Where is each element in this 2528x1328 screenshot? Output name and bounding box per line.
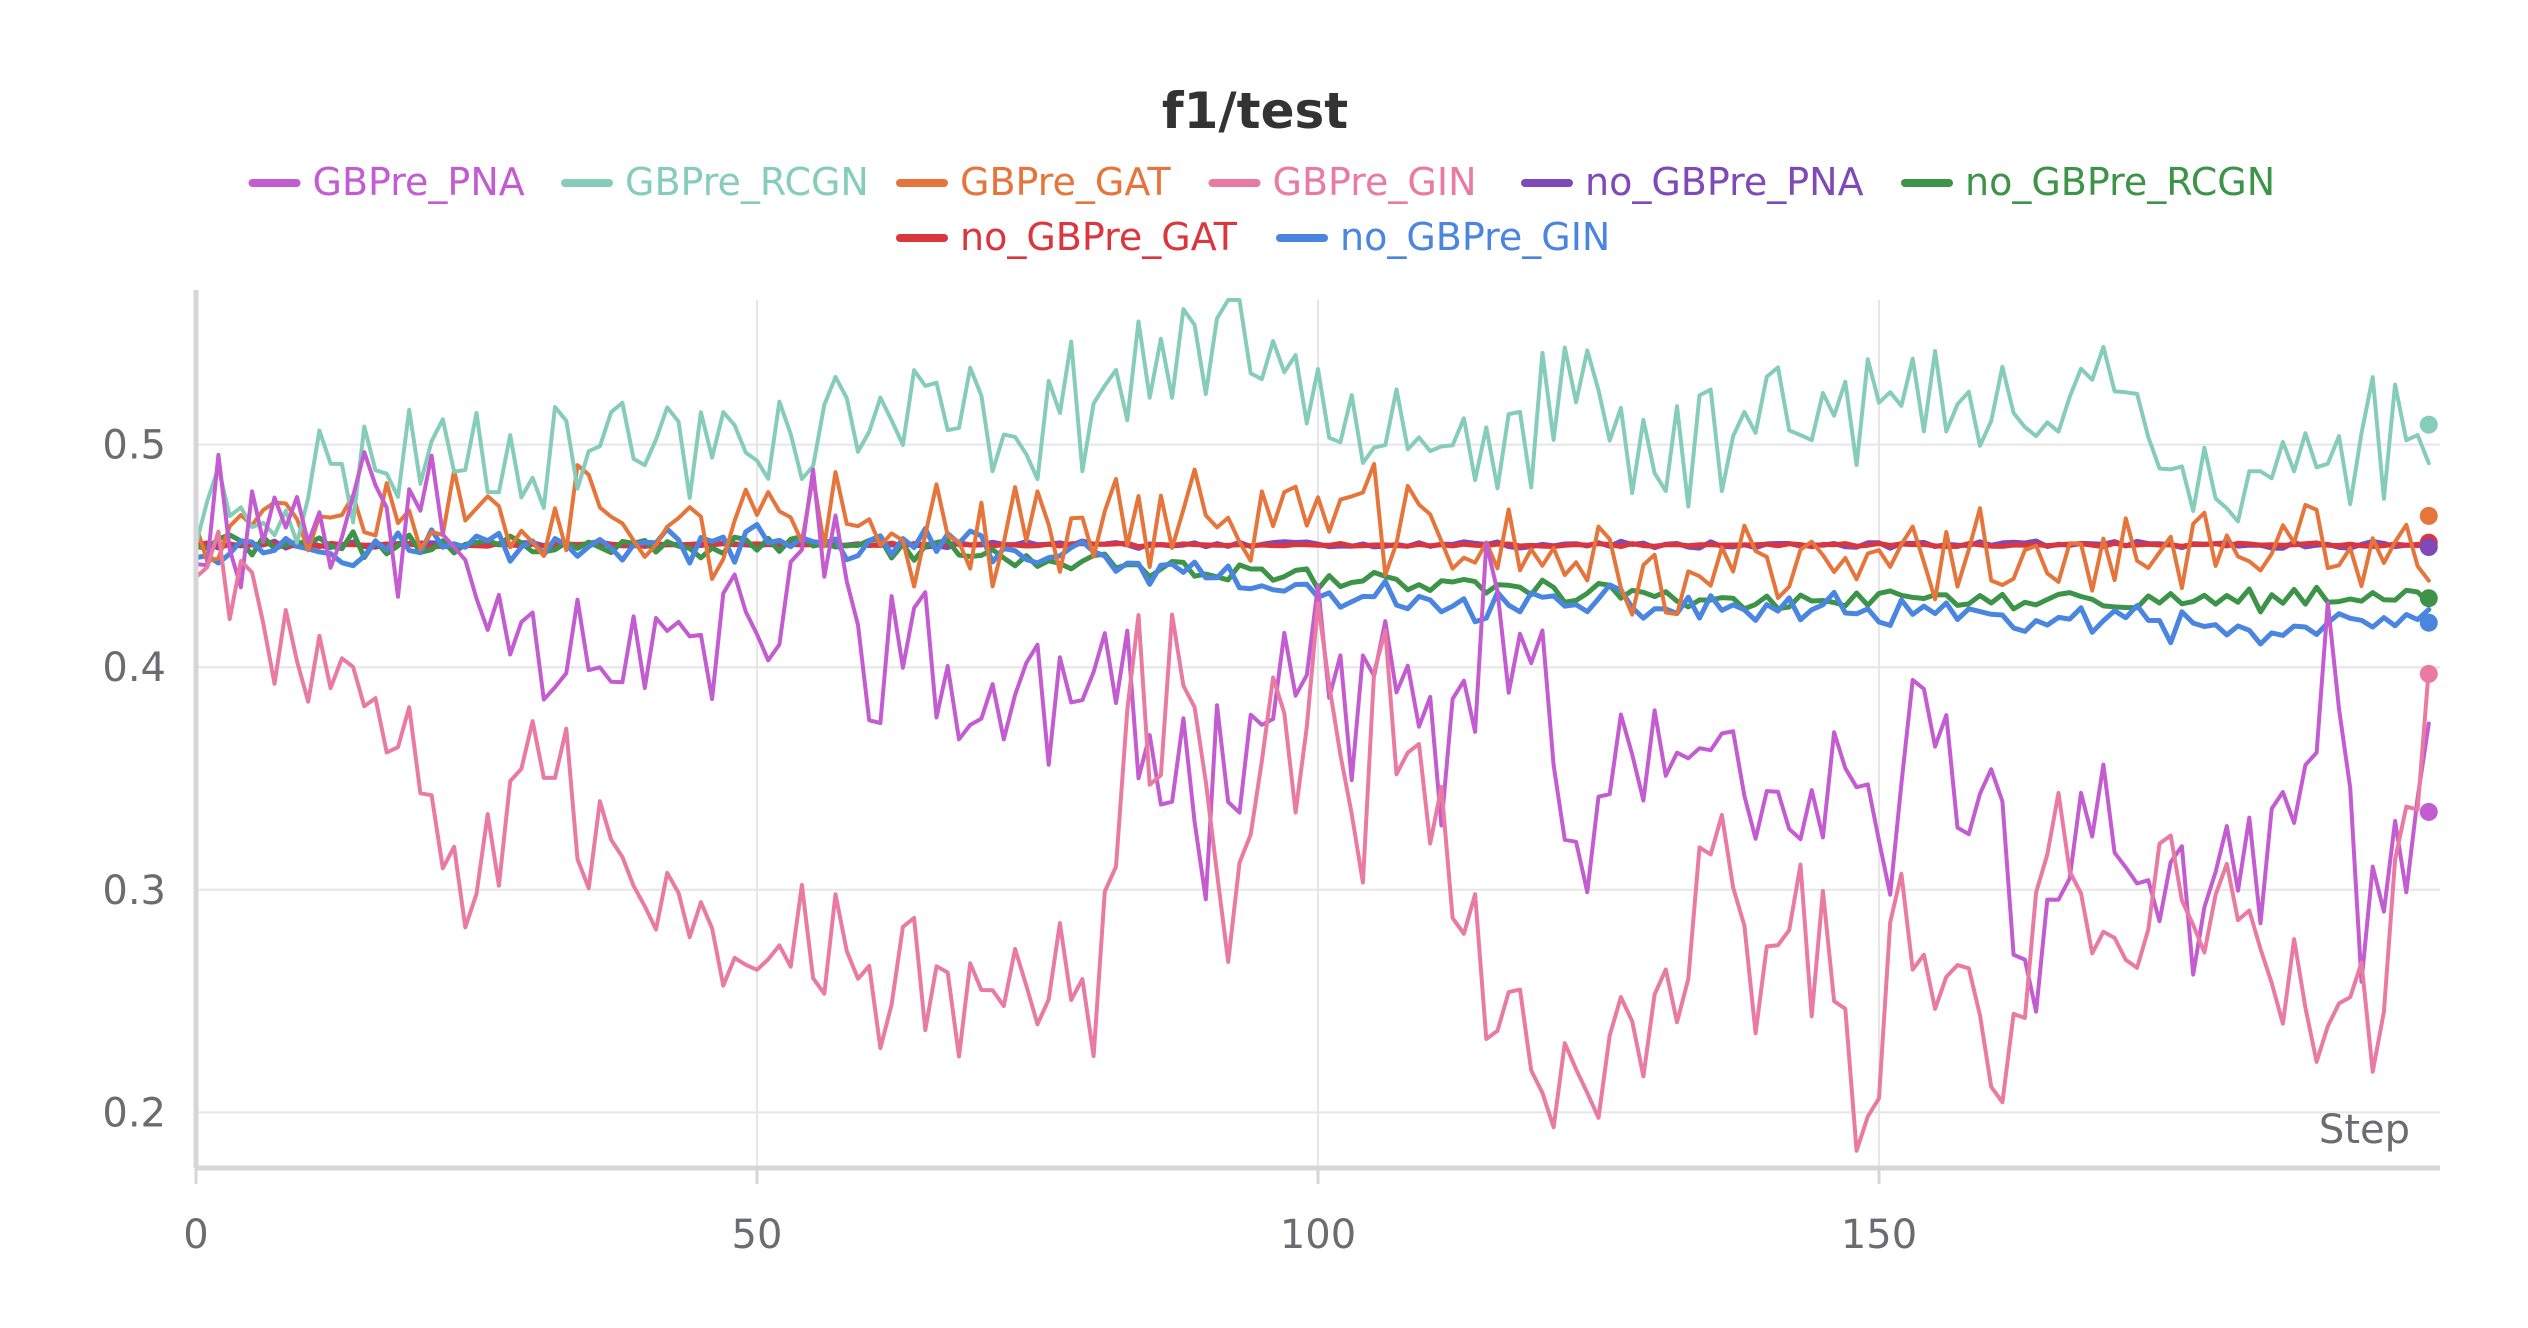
end-marker-gbpre-pna (2419, 802, 2438, 821)
legend-item-gbpre-rcgn[interactable]: GBPre_RCGN (561, 160, 869, 204)
legend-label: no_GBPre_RCGN (1965, 160, 2275, 204)
end-marker-no-gbpre-gin (2419, 613, 2438, 632)
end-marker-no-gbpre-rcgn (2419, 589, 2438, 608)
legend-item-gbpre-gat[interactable]: GBPre_GAT (896, 160, 1171, 204)
series-line-gbpre-pna (194, 450, 2431, 1014)
legend: GBPre_PNA GBPre_RCGN GBPre_GAT GBPre_GIN no_… (248, 160, 2275, 259)
legend-label: GBPre_GIN (1273, 160, 1477, 204)
end-marker-gbpre-rcgn (2419, 415, 2438, 434)
legend-label: no_GBPre_PNA (1585, 160, 1864, 204)
gridlines (196, 300, 2440, 1168)
legend-label: GBPre_PNA (313, 160, 525, 204)
legend-label: no_GBPre_GAT (960, 215, 1238, 259)
legend-item-no-gbpre-rcgn[interactable]: no_GBPre_RCGN (1901, 160, 2275, 204)
x-tick-label: 150 (1841, 1212, 1917, 1258)
y-tick-label: 0.2 (102, 1090, 166, 1136)
legend-label: no_GBPre_GIN (1340, 215, 1610, 259)
x-tick-label: 100 (1280, 1212, 1356, 1258)
axes: 0.2 0.3 0.4 0.5 0 50 100 150 (102, 290, 2440, 1258)
end-marker-no-gbpre-pna (2419, 538, 2438, 557)
y-tick-label: 0.3 (102, 868, 166, 914)
series-layer (193, 298, 2432, 1153)
legend-item-no-gbpre-pna[interactable]: no_GBPre_PNA (1521, 160, 1864, 204)
legend-item-no-gbpre-gat[interactable]: no_GBPre_GAT (896, 215, 1238, 259)
series-line-gbpre-rcgn (194, 298, 2431, 547)
series-line-gbpre-gat (194, 462, 2431, 617)
legend-item-gbpre-pna[interactable]: GBPre_PNA (248, 160, 525, 204)
legend-label: GBPre_RCGN (625, 160, 869, 204)
legend-label: GBPre_GAT (960, 160, 1171, 204)
x-tick-label: 50 (732, 1212, 783, 1258)
end-marker-gbpre-gat (2419, 506, 2438, 525)
x-tick-label: 0 (183, 1212, 208, 1258)
end-markers (2419, 415, 2438, 821)
legend-item-gbpre-gin[interactable]: GBPre_GIN (1208, 160, 1477, 204)
y-tick-label: 0.4 (102, 645, 166, 691)
end-marker-gbpre-gin (2419, 664, 2438, 683)
legend-item-no-gbpre-gin[interactable]: no_GBPre_GIN (1276, 215, 1610, 259)
x-axis-label: Step (2319, 1107, 2410, 1153)
series-line-gbpre-gin (194, 529, 2431, 1153)
chart-title: f1/test (1162, 82, 1348, 140)
y-tick-label: 0.5 (102, 423, 166, 469)
